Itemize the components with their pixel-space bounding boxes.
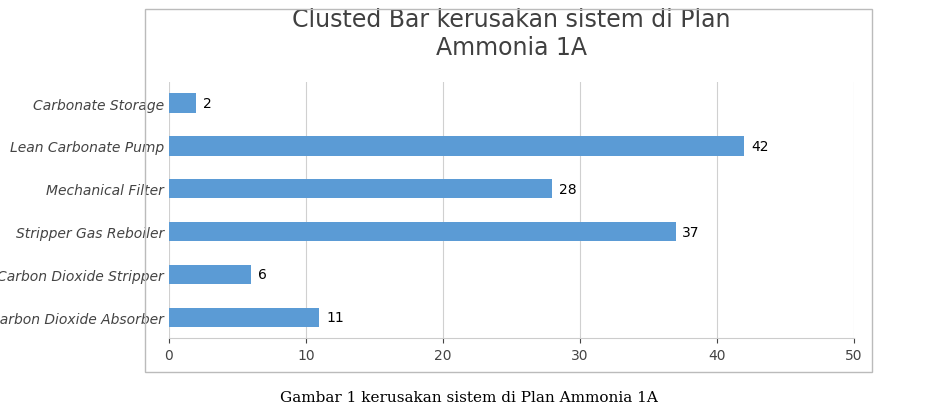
Text: 37: 37 [682,225,700,239]
Text: 42: 42 [750,140,768,154]
Text: 6: 6 [258,268,266,282]
Text: 28: 28 [559,182,577,196]
Bar [169,94,196,114]
Bar [169,180,552,199]
Bar [169,222,675,242]
Bar [169,265,251,284]
Bar [169,137,744,156]
Bar [169,308,320,327]
Text: Gambar 1 kerusakan sistem di Plan Ammonia 1A: Gambar 1 kerusakan sistem di Plan Ammoni… [280,389,658,404]
Title: Clusted Bar kerusakan sistem di Plan
Ammonia 1A: Clusted Bar kerusakan sistem di Plan Amm… [292,8,731,60]
Text: 2: 2 [203,97,212,111]
Text: 11: 11 [326,311,344,324]
